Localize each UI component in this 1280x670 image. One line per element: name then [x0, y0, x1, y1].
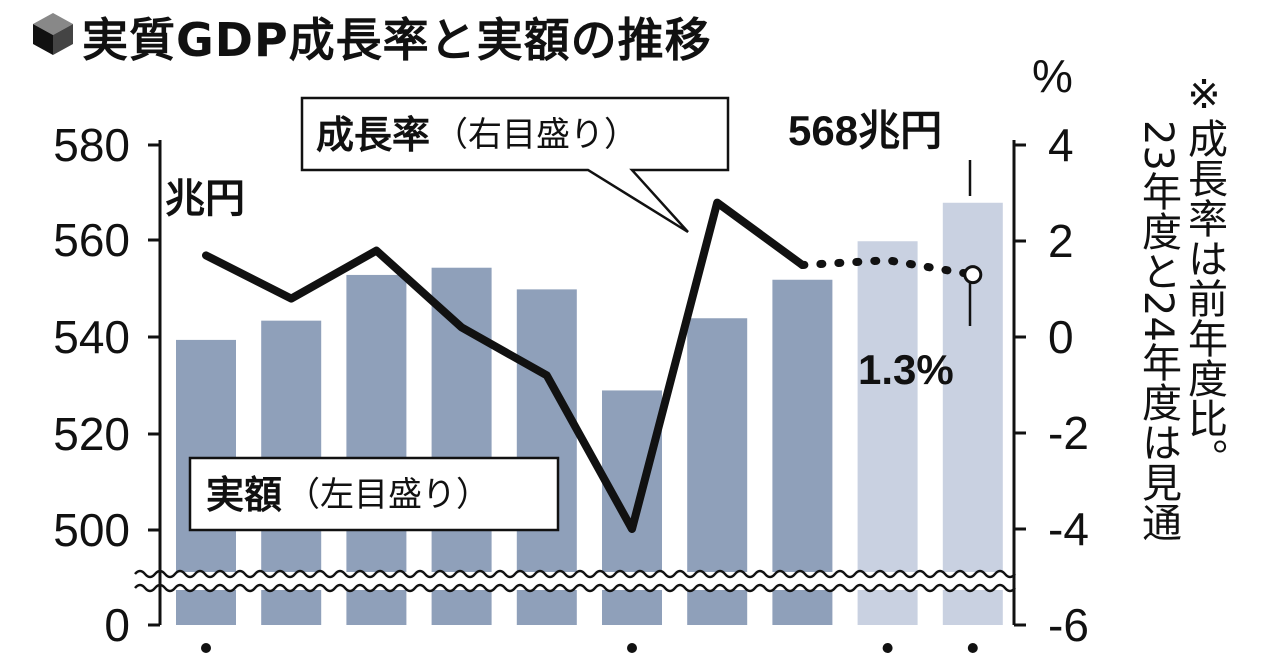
axes: [158, 140, 1016, 625]
amount-bar-9: [857, 241, 918, 625]
right-tick-label--2: -2: [1048, 407, 1089, 459]
amount-bars: [176, 202, 1003, 625]
growth-line-projected: [798, 256, 977, 279]
note-line-1: ※成長率は前年度比。: [1181, 72, 1227, 478]
axis-break-wave-top: [134, 569, 1016, 579]
growth-callout-box: [300, 96, 730, 234]
growth-line-actual: [202, 198, 807, 533]
x-dot-10: [967, 643, 978, 653]
amount-bar-3: [346, 274, 407, 625]
right-tick-label--6: -6: [1048, 599, 1089, 651]
left-tick-label-560: 560: [53, 214, 130, 266]
right-tick-label-4: 4: [1048, 119, 1074, 171]
x-dot-6: [627, 643, 637, 653]
left-tick-label-500: 500: [53, 504, 130, 556]
note-line-2: 23年度と24年度は見通: [1135, 120, 1181, 542]
right-tick-label-2: 2: [1048, 215, 1074, 267]
left-axis-unit: 兆円: [165, 176, 245, 222]
left-tick-label-0: 0: [104, 599, 130, 651]
left-tick-label-540: 540: [53, 311, 130, 363]
growth-line: [202, 198, 983, 533]
right-axis-ticks: 4 2 0 -2 -4 -6: [1014, 119, 1089, 651]
growth-callout: 成長率 （右目盛り）: [300, 96, 730, 234]
annotation-568: 568兆円: [788, 107, 942, 154]
x-dot-1: [201, 643, 211, 653]
amount-callout: 実額 （左目盛り）: [188, 456, 560, 532]
growth-callout-light: （右目盛り）: [434, 115, 638, 155]
right-tick-label-0: 0: [1048, 311, 1074, 363]
amount-callout-light: （左目盛り）: [286, 475, 490, 515]
x-axis-dots: [201, 643, 978, 653]
axis-break-wave-bottom: [134, 583, 1016, 593]
amount-callout-bold: 実額: [206, 473, 282, 517]
growth-callout-bold: 成長率: [316, 113, 430, 157]
right-tick-label--4: -4: [1048, 503, 1089, 555]
x-dot-9: [882, 643, 893, 653]
right-axis-unit: %: [1032, 50, 1073, 102]
amount-callout-box: [188, 456, 560, 532]
annotation-1-3: 1.3%: [858, 346, 954, 393]
cube-icon: [33, 13, 73, 55]
growth-point-10: [963, 265, 983, 285]
axis-break: [134, 569, 1016, 593]
chart-title: 実質GDP成長率と実額の推移: [82, 13, 712, 67]
left-tick-label-520: 520: [53, 408, 130, 460]
left-axis-ticks: 580 560 540 520 500 0: [53, 119, 160, 651]
amount-bar-8: [772, 279, 833, 625]
left-tick-label-580: 580: [53, 119, 130, 171]
